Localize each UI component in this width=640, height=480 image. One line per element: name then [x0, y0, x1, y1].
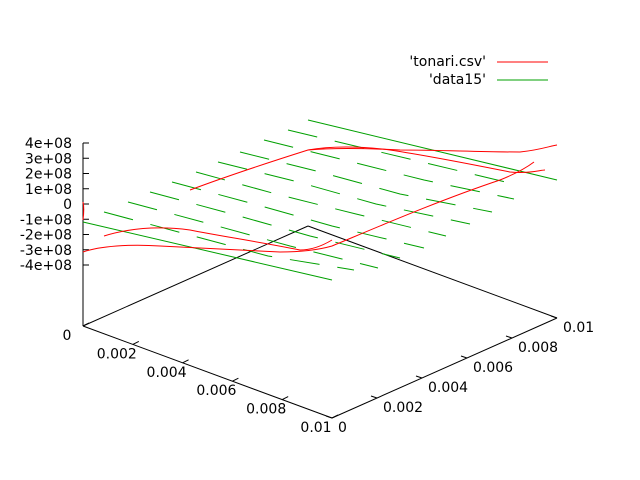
x-tick-mark — [182, 359, 189, 364]
z-tick-label: -3e+08 — [20, 243, 72, 259]
z-tick-label: 4e+08 — [25, 136, 72, 152]
x-axis-ticks: 0 0.002 0.004 0.006 0.008 0.01 — [63, 322, 339, 436]
x-tick-mark — [82, 322, 90, 327]
z-tick-label: 0 — [63, 197, 72, 213]
series-data15-line — [195, 171, 447, 237]
series-tonari-line — [103, 227, 333, 251]
z-tick-label: -4e+08 — [20, 258, 72, 274]
series-data15-line — [103, 211, 355, 271]
x-tick-label: 0.004 — [147, 365, 187, 381]
y-axis-line — [331, 317, 558, 419]
z-tick-label: 3e+08 — [25, 151, 72, 167]
series-data15-line — [217, 161, 471, 225]
series-data15 — [82, 119, 558, 281]
x-tick-mark — [132, 340, 140, 345]
x-tick-label: 0.008 — [246, 402, 286, 418]
axes-frame — [82, 143, 558, 419]
y-tick-mark — [460, 355, 468, 359]
base-back-edge-left — [82, 225, 309, 327]
x-tick-label: 0 — [63, 328, 72, 344]
x-tick-mark — [232, 377, 239, 382]
y-axis-ticks: 0 0.002 0.004 0.006 0.008 0.01 — [325, 315, 594, 436]
base-back-edge-right — [307, 225, 558, 319]
series-data15-line — [127, 201, 379, 269]
legend-label-data15: 'data15' — [429, 72, 486, 88]
series-tonari — [82, 144, 558, 253]
z-tick-label: 1e+08 — [25, 182, 72, 198]
y-tick-label: 0.006 — [473, 360, 513, 376]
z-tick-label: -2e+08 — [20, 228, 72, 244]
x-axis-line — [82, 325, 333, 419]
y-tick-mark — [325, 415, 333, 419]
series-data15-line — [82, 221, 333, 281]
z-tick-label: -1e+08 — [20, 212, 72, 228]
y-tick-mark — [550, 315, 558, 319]
y-tick-label: 0.004 — [428, 380, 468, 396]
legend-label-tonari: 'tonari.csv' — [409, 54, 486, 70]
series-data15-line — [239, 151, 493, 213]
y-tick-label: 0.002 — [383, 400, 423, 416]
x-tick-label: 0.006 — [196, 383, 236, 399]
x-tick-mark — [281, 396, 289, 401]
series-tonari-line — [82, 161, 535, 253]
z-axis-ticks: 4e+083e+082e+081e+080-1e+08-2e+08-3e+08-… — [20, 136, 89, 274]
x-tick-mark — [331, 414, 339, 419]
legend: 'tonari.csv' 'data15' — [409, 54, 548, 88]
x-tick-label: 0.01 — [300, 420, 331, 436]
series-data15-line — [149, 191, 401, 259]
series-tonari-line — [82, 201, 85, 221]
z-tick-label: 2e+08 — [25, 167, 72, 183]
y-tick-label: 0.01 — [563, 320, 594, 336]
y-tick-mark — [370, 395, 378, 399]
series-tonari-line — [307, 144, 558, 153]
y-tick-label: 0 — [338, 420, 347, 436]
y-tick-mark — [415, 375, 423, 379]
y-tick-mark — [505, 335, 513, 339]
series-data15-line — [287, 129, 515, 185]
x-tick-label: 0.002 — [97, 346, 137, 362]
series-data15-line — [171, 181, 425, 249]
y-tick-label: 0.008 — [518, 340, 558, 356]
series-data15-line — [263, 139, 515, 200]
